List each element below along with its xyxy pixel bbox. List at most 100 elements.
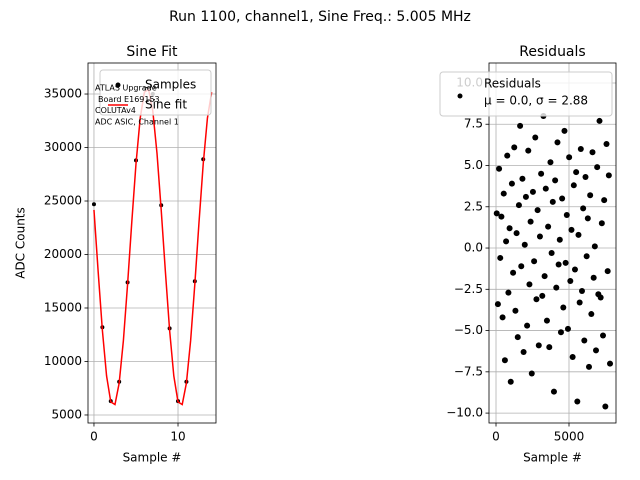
point (519, 175, 526, 182)
point (600, 332, 607, 339)
point (605, 172, 612, 179)
point (596, 117, 603, 124)
point (498, 213, 505, 220)
point (557, 329, 564, 336)
x-tick-label: 0 (492, 430, 500, 444)
x-tick-label: 0 (90, 430, 98, 444)
y-tick-label: 2.5 (464, 199, 483, 213)
point (542, 185, 549, 192)
point (577, 145, 584, 152)
legend-label: Sine fit (145, 98, 187, 112)
point (535, 342, 542, 349)
y-tick-label: 20000 (44, 247, 82, 261)
point (583, 253, 590, 260)
x-axis-label: Sample # (523, 451, 582, 465)
y-tick-label: 7.5 (464, 117, 483, 131)
point (521, 241, 528, 248)
axes-frame (488, 62, 617, 424)
point (581, 337, 588, 344)
point (553, 284, 560, 291)
axes-title: Residuals (519, 44, 585, 60)
point (524, 322, 531, 329)
point (570, 182, 577, 189)
y-tick-label: 5000 (51, 407, 82, 421)
annotation: ADC ASIC, Channel 1 (95, 117, 179, 126)
plot-area (493, 112, 614, 410)
point (507, 378, 514, 385)
annotation: ATLAS Upgrade (95, 84, 157, 93)
point (603, 141, 610, 148)
point (601, 197, 608, 204)
annotation: Board E169153 (98, 95, 160, 104)
point (529, 188, 536, 195)
point (499, 314, 506, 321)
point (588, 311, 595, 318)
point (552, 177, 559, 184)
point (520, 349, 527, 356)
point (545, 223, 552, 230)
point (532, 134, 539, 141)
point (582, 174, 589, 181)
point (550, 388, 557, 395)
point (501, 357, 508, 364)
point (597, 294, 604, 301)
point (580, 205, 587, 212)
point (607, 360, 614, 367)
legend-note: μ = 0.0, σ = 2.88 (484, 94, 588, 108)
x-axis-label: Sample # (123, 451, 182, 465)
point (598, 220, 605, 227)
point (511, 144, 518, 151)
point (518, 263, 525, 270)
y-tick-label: 0.0 (464, 241, 483, 255)
point (573, 169, 580, 176)
point (562, 259, 569, 266)
point (533, 296, 540, 303)
y-tick-label: −2.5 (454, 282, 483, 296)
point (91, 202, 96, 207)
point (566, 154, 573, 161)
point (547, 159, 554, 166)
x-tick-label: 10 (170, 430, 185, 444)
point (522, 193, 529, 200)
point (549, 198, 556, 205)
point (503, 238, 510, 245)
y-tick-label: 15000 (44, 300, 82, 314)
point (589, 149, 596, 156)
point (575, 231, 582, 238)
point (513, 230, 520, 237)
point (548, 249, 555, 256)
point (528, 370, 535, 377)
point (504, 152, 511, 159)
point (510, 269, 517, 276)
point (541, 273, 548, 280)
figure-title: Run 1100, channel1, Sine Freq.: 5.005 MH… (169, 9, 471, 25)
y-tick-label: 30000 (44, 140, 82, 154)
point (508, 180, 515, 187)
point (568, 226, 575, 233)
point (515, 202, 522, 209)
legend-box (99, 69, 212, 116)
y-tick-label: 25000 (44, 194, 82, 208)
point (517, 122, 524, 129)
point (590, 274, 597, 281)
point (593, 347, 600, 354)
point (591, 243, 598, 250)
y-tick-label: 35000 (44, 87, 82, 101)
y-axis-label: ADC Counts (14, 207, 28, 279)
point (602, 403, 609, 410)
point (531, 258, 538, 265)
point (493, 210, 500, 217)
legend-marker (457, 93, 463, 99)
point (543, 317, 550, 324)
point (554, 139, 561, 146)
point (571, 266, 578, 273)
point (497, 254, 504, 261)
y-tick-label: −7.5 (454, 364, 483, 378)
point (534, 207, 541, 214)
legend-label: Residuals (484, 77, 541, 91)
point (496, 165, 503, 172)
point (512, 307, 519, 314)
point (569, 353, 576, 360)
point (538, 170, 545, 177)
point (526, 281, 533, 288)
